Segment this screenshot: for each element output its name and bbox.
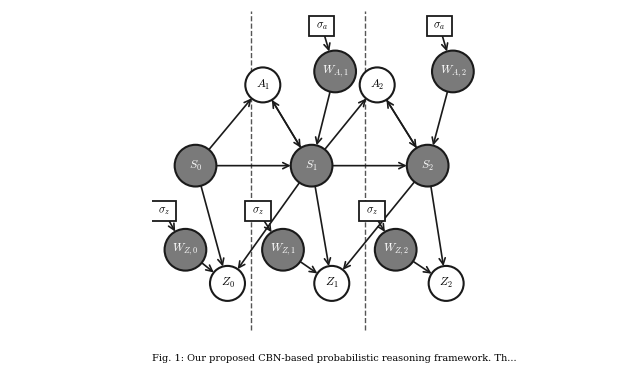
Text: $\sigma_a$: $\sigma_a$	[316, 20, 328, 32]
Text: $Z_2$: $Z_2$	[439, 276, 453, 291]
Text: $W_{A,1}$: $W_{A,1}$	[322, 64, 348, 79]
Text: Fig. 1: Our proposed CBN-based probabilistic reasoning framework. Th...: Fig. 1: Our proposed CBN-based probabili…	[152, 354, 516, 363]
Circle shape	[407, 145, 449, 187]
Circle shape	[314, 51, 356, 92]
Text: $W_{A,2}$: $W_{A,2}$	[440, 64, 466, 79]
Text: $S_2$: $S_2$	[421, 159, 434, 173]
Text: $W_{Z,1}$: $W_{Z,1}$	[270, 242, 296, 257]
Text: $Z_0$: $Z_0$	[221, 276, 234, 291]
Text: $W_{Z,2}$: $W_{Z,2}$	[383, 242, 409, 257]
Circle shape	[432, 51, 474, 92]
Circle shape	[314, 266, 349, 301]
Text: $Z_1$: $Z_1$	[325, 276, 339, 291]
Text: $A_2$: $A_2$	[370, 78, 385, 92]
FancyBboxPatch shape	[151, 201, 177, 221]
Text: $S_1$: $S_1$	[305, 159, 318, 173]
Circle shape	[164, 229, 206, 270]
Text: $\sigma_a$: $\sigma_a$	[433, 20, 445, 32]
FancyBboxPatch shape	[360, 201, 385, 221]
Circle shape	[360, 68, 395, 103]
Text: $\sigma_z$: $\sigma_z$	[366, 205, 378, 217]
Circle shape	[210, 266, 245, 301]
Text: $\sigma_z$: $\sigma_z$	[252, 205, 264, 217]
Circle shape	[175, 145, 216, 187]
FancyBboxPatch shape	[427, 16, 452, 36]
Text: $W_{Z,0}$: $W_{Z,0}$	[172, 242, 198, 257]
FancyBboxPatch shape	[309, 16, 335, 36]
Text: $S_0$: $S_0$	[189, 159, 202, 173]
Text: $\sigma_z$: $\sigma_z$	[157, 205, 170, 217]
Circle shape	[291, 145, 332, 187]
FancyBboxPatch shape	[245, 201, 271, 221]
Circle shape	[429, 266, 463, 301]
Circle shape	[375, 229, 417, 270]
Circle shape	[262, 229, 304, 270]
Circle shape	[245, 68, 280, 103]
Text: $A_1$: $A_1$	[255, 78, 270, 92]
